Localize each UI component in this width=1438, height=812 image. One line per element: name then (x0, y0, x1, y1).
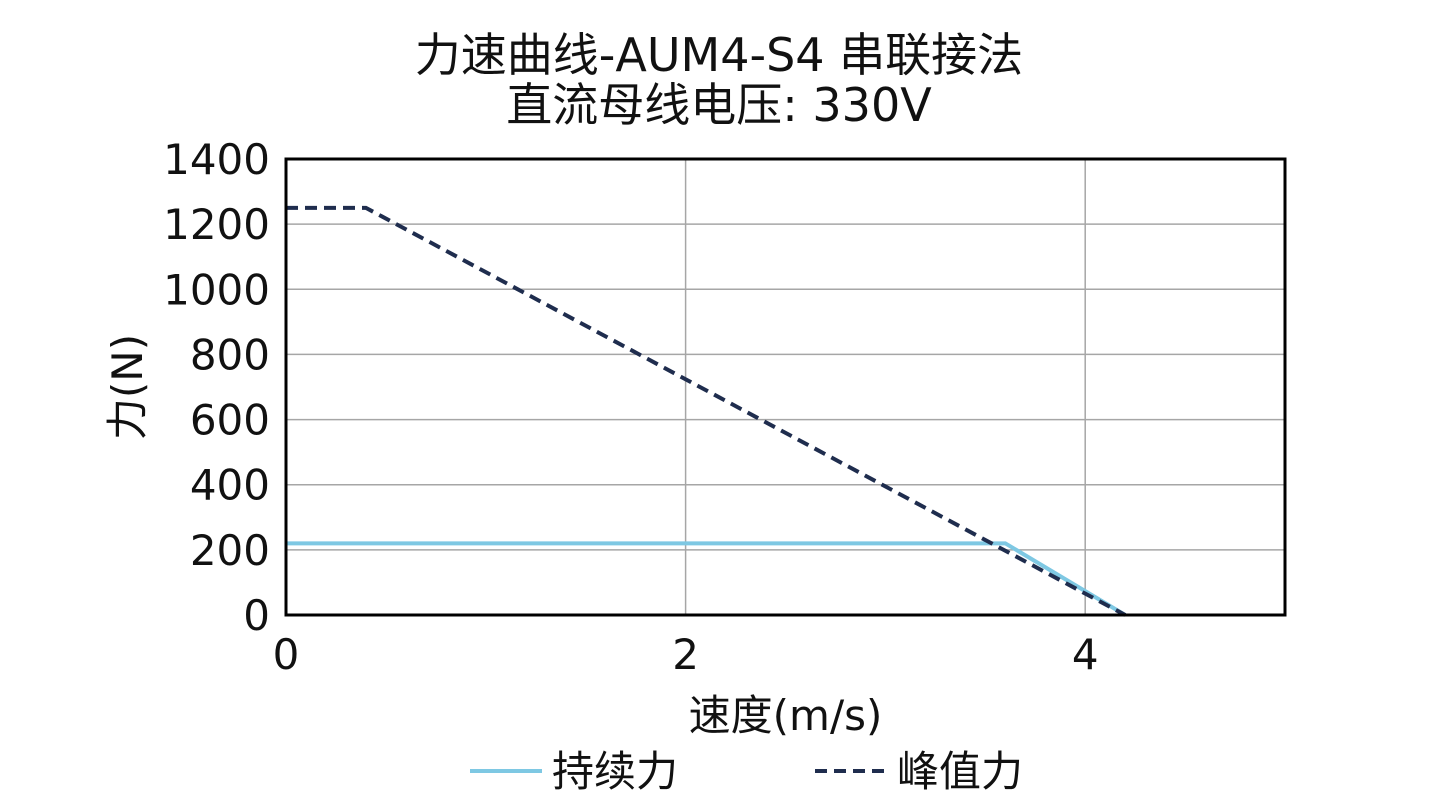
legend: 持续力 峰值力 (470, 747, 1023, 796)
legend-label-1: 持续力 (552, 747, 678, 796)
series-line-2 (286, 205, 1127, 617)
x-tick-label: 2 (672, 630, 699, 679)
y-tick-label: 200 (190, 526, 270, 575)
y-tick-label: 1200 (163, 200, 270, 249)
y-axis-label: 力(N) (103, 334, 152, 440)
x-tick-label: 4 (1072, 630, 1099, 679)
y-tick-label: 400 (190, 461, 270, 510)
y-tick-label: 0 (243, 591, 270, 640)
series-line-1 (286, 541, 1127, 617)
chart-subtitle: 直流母线电压: 330V (506, 78, 932, 132)
y-tick-label: 1400 (163, 135, 270, 184)
y-tick-label: 1000 (163, 265, 270, 314)
tick-labels: 0 200 400 600 800 1000 1200 1400 0 2 4 (163, 135, 1098, 679)
legend-label-2: 峰值力 (897, 747, 1023, 796)
series-layer (286, 205, 1127, 617)
x-tick-label: 0 (273, 630, 300, 679)
y-tick-label: 600 (190, 396, 270, 445)
x-axis-label: 速度(m/s) (689, 691, 883, 740)
plot-frame (284, 157, 1287, 617)
y-tick-label: 800 (190, 330, 270, 379)
chart-title: 力速曲线-AUM4-S4 串联接法 (414, 28, 1024, 82)
grid (285, 158, 1285, 616)
